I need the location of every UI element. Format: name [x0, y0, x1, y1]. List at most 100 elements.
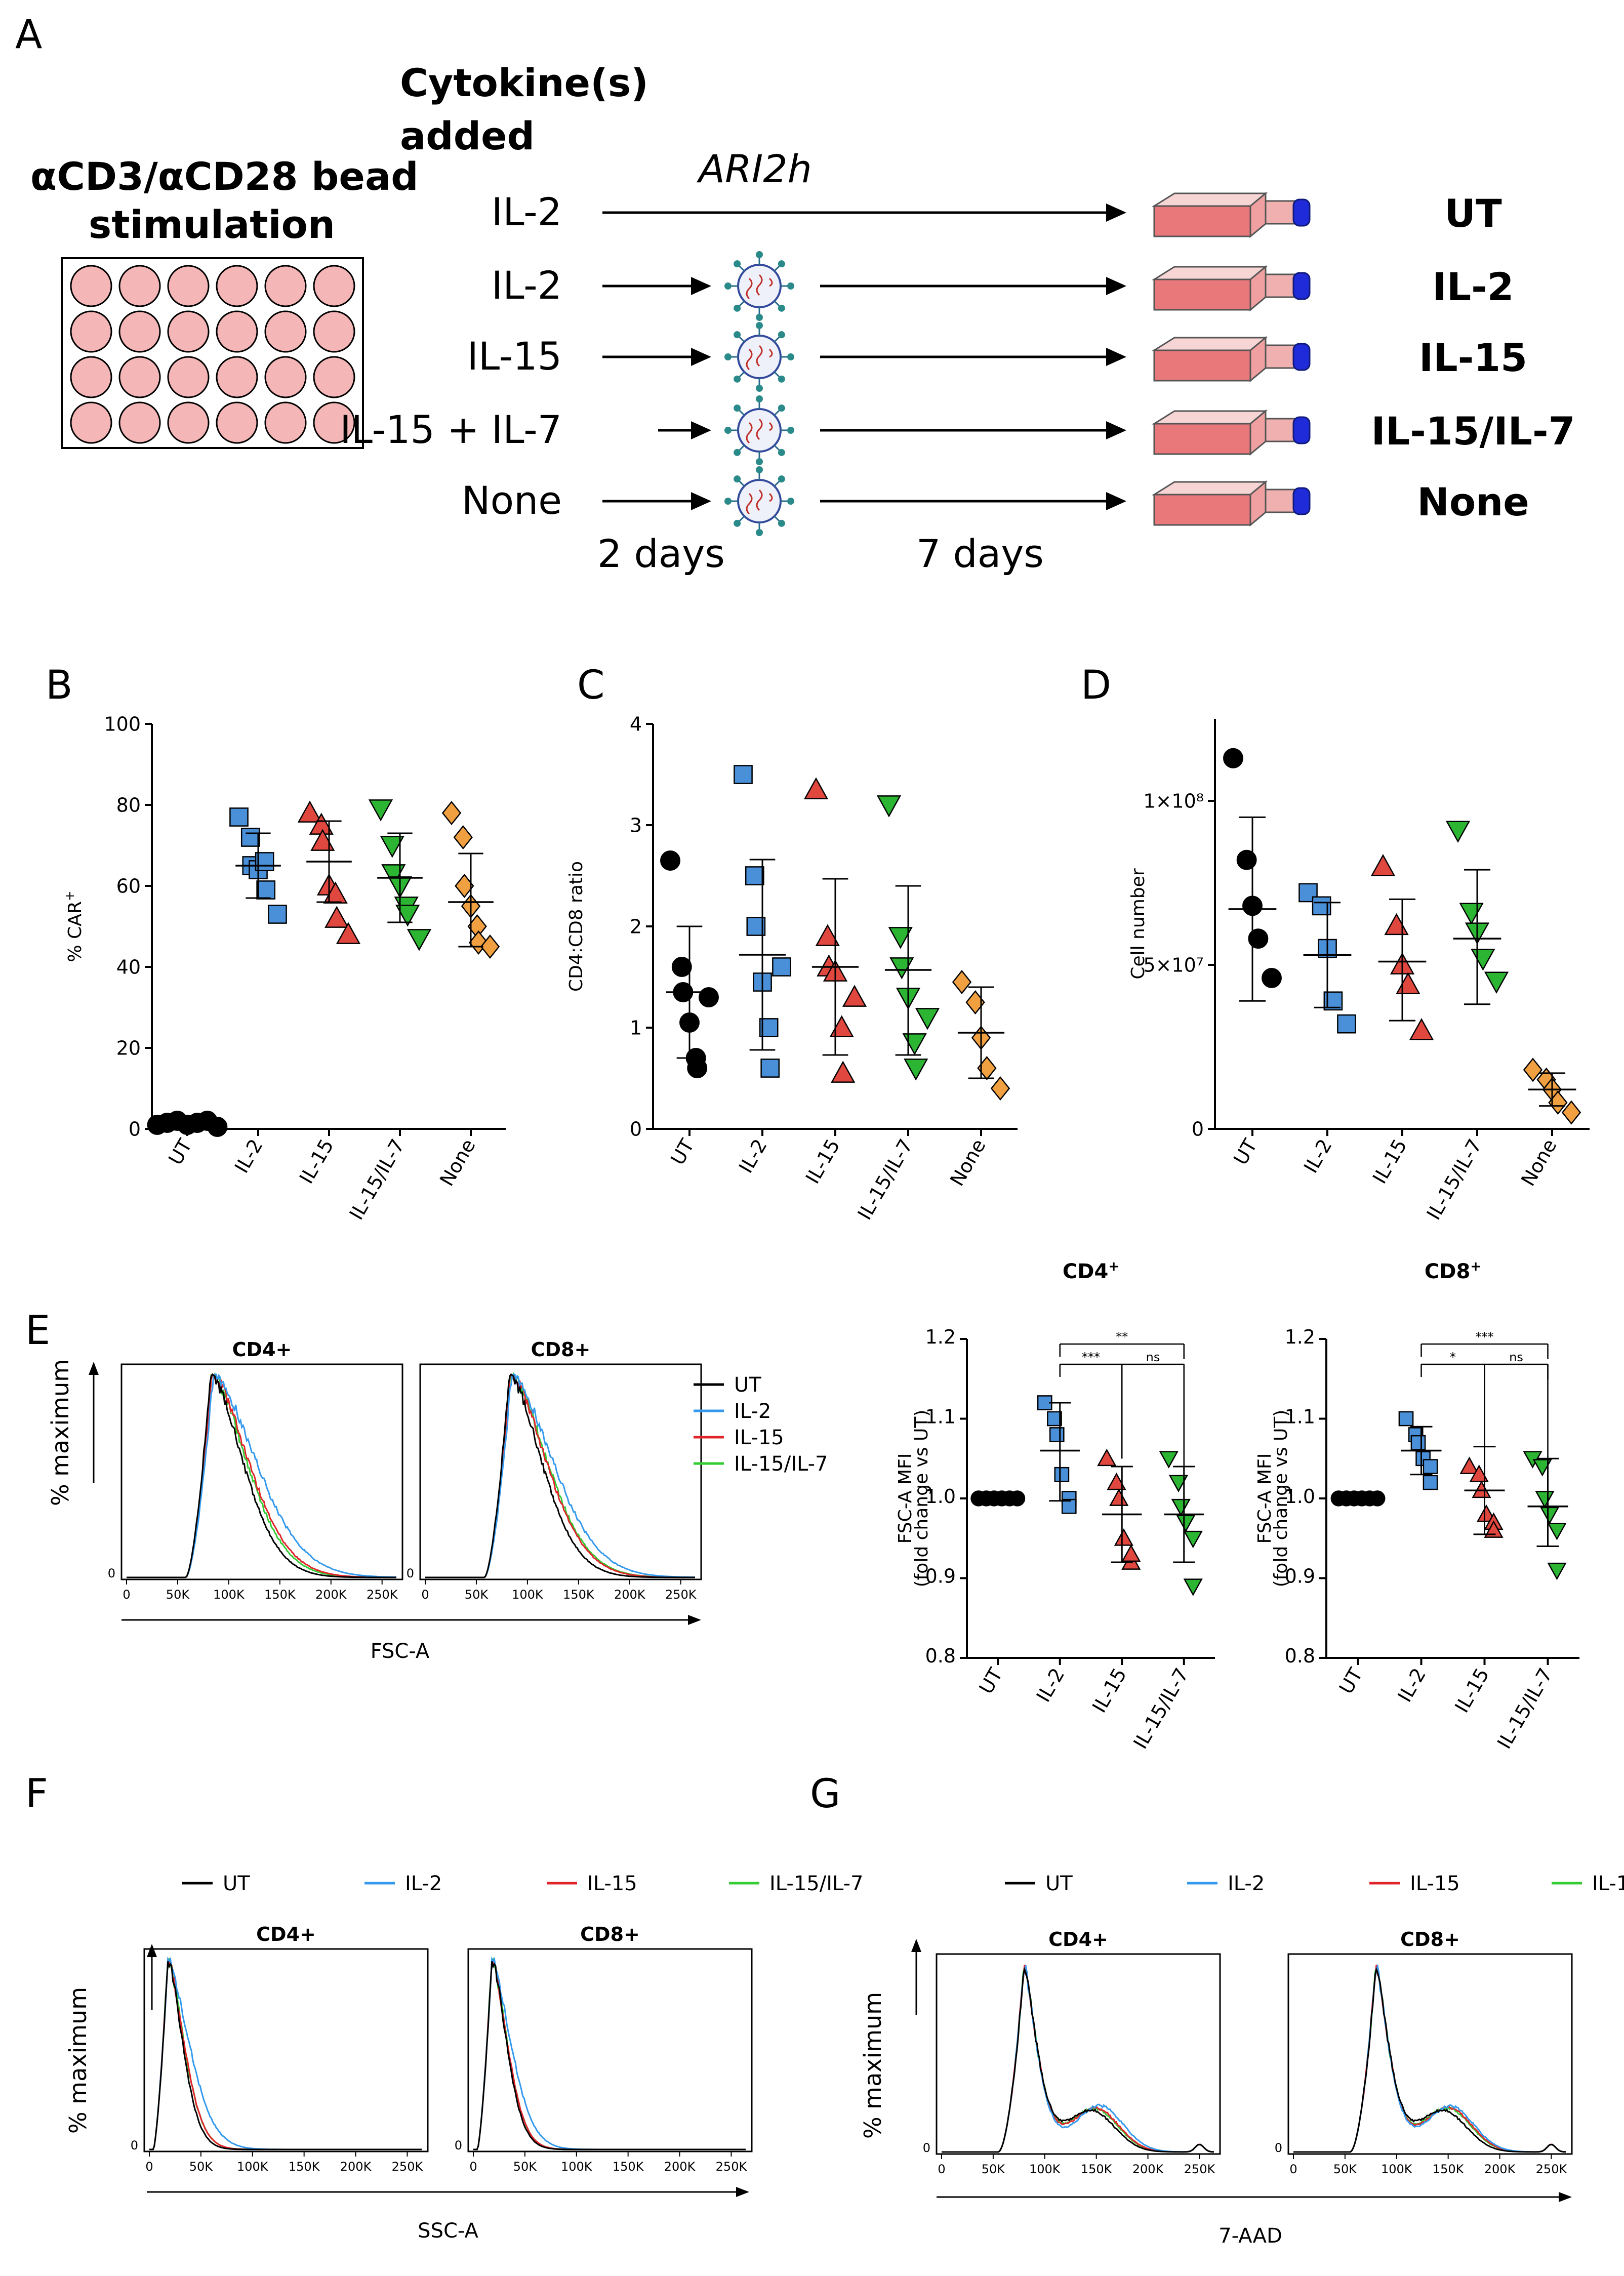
histogram-x-title: SSC-A	[418, 2219, 478, 2243]
y-axis-arrowhead	[89, 1362, 99, 1375]
data-point-il-15-il-7	[1445, 821, 1471, 843]
virus-spike-tip	[778, 375, 785, 383]
chart-title: CD8+	[1425, 1259, 1481, 1283]
panel-label-e: E	[25, 1308, 50, 1354]
well	[167, 310, 210, 353]
data-point-il-15	[1484, 1520, 1504, 1538]
cytokine-label-none: None	[462, 478, 562, 523]
data-point-il-15	[1109, 1488, 1129, 1506]
histogram-x-tick-label: 100K	[1029, 2162, 1061, 2176]
data-point-none	[1523, 1058, 1543, 1082]
data-point-il-2	[256, 880, 276, 900]
well	[264, 401, 307, 444]
result-label-ut: UT	[1444, 191, 1502, 236]
y-axis-arrowhead	[911, 1939, 921, 1952]
y-tick-label: 1×10⁸	[1143, 790, 1204, 812]
virus-genome	[746, 345, 773, 371]
flask-body	[1153, 349, 1251, 382]
well	[167, 265, 210, 307]
histogram-x-tick-label: 200K	[340, 2160, 372, 2174]
histogram-series-il-15-il-7	[425, 1372, 695, 1578]
histogram-y-zero: 0	[455, 2138, 462, 2152]
histogram-x-tick-label: 150K	[1081, 2162, 1113, 2176]
y-tick-label: 0	[129, 1118, 141, 1140]
histogram-title: CD4+	[232, 1338, 292, 1361]
virus-spike-tip	[734, 260, 741, 268]
y-tick-label: 20	[116, 1037, 141, 1059]
x-tick-label-il-15-il-7: IL-15/IL-7	[1423, 1135, 1486, 1224]
data-point-ut	[1236, 849, 1257, 870]
x-tick-label-il-15: IL-15	[295, 1135, 338, 1188]
histogram-series-il-15-il-7	[149, 1957, 422, 2150]
histogram-x-tick-label: 50K	[982, 2162, 1006, 2176]
virus-spike-tip	[756, 251, 763, 258]
virus-spike-tip	[724, 498, 732, 505]
data-point-ut	[207, 1117, 228, 1137]
data-point-il-15	[1107, 1472, 1126, 1490]
data-point-il-2	[745, 866, 764, 885]
data-point-il-15	[803, 777, 829, 799]
data-point-il-15	[1459, 1456, 1479, 1474]
significance-bracket: ***	[1059, 1350, 1123, 1459]
virus-spike-tip	[756, 385, 763, 392]
significance-bracket: ***	[1420, 1330, 1549, 1359]
virus-icon	[724, 395, 794, 465]
flask-neck	[1265, 489, 1297, 513]
data-point-il-15-il-7	[1539, 1507, 1560, 1525]
well	[70, 401, 112, 444]
flask-top	[1151, 266, 1268, 280]
panel-label-d: D	[1081, 663, 1111, 708]
data-point-il-15	[1370, 854, 1396, 876]
data-point-il-15	[310, 829, 335, 851]
x-tick-label-il-15-il-7: IL-15/IL-7	[854, 1135, 917, 1224]
data-point-ut	[1248, 928, 1269, 949]
data-point-il-15-il-7	[1459, 903, 1484, 925]
chart-title-sup: +	[1470, 1259, 1481, 1274]
significance-label: ***	[1082, 1350, 1100, 1364]
y-axis-title: CD4:CD8 ratio	[566, 861, 587, 992]
virus-spike-tip	[778, 331, 785, 339]
time-label-2-days: 2 days	[597, 531, 725, 576]
cytokine-label-il-15: IL-15	[467, 334, 562, 379]
well	[118, 310, 161, 353]
histogram-series-il-15-il-7	[942, 1964, 1214, 2153]
histogram-x-tick-label: 50K	[166, 1588, 190, 1602]
data-point-il-2	[1410, 1435, 1426, 1450]
histogram-series-il-15	[473, 1959, 746, 2150]
data-point-il-15	[336, 922, 361, 944]
x-tick-label-ut: UT	[1229, 1135, 1262, 1169]
data-point-ut	[1262, 967, 1282, 988]
histogram-x-tick-label: 150K	[563, 1588, 595, 1602]
flask-neck	[1265, 200, 1297, 225]
virus-genome	[746, 418, 773, 444]
data-point-ut	[687, 1058, 708, 1078]
virus-spike-tip	[756, 466, 763, 473]
data-point-il-15-il-7	[1168, 1475, 1189, 1493]
well	[313, 356, 355, 398]
data-point-il-15	[1396, 972, 1420, 994]
flask-cap	[1292, 272, 1311, 300]
histogram-x-tick-label: 100K	[237, 2160, 269, 2174]
data-point-none	[990, 1076, 1010, 1101]
significance-label: **	[1116, 1330, 1128, 1344]
y-tick-label: 1.1	[925, 1406, 956, 1428]
virus-spike-tip	[787, 427, 794, 434]
flask-cap	[1292, 343, 1311, 371]
data-point-il-15-il-7	[407, 929, 432, 951]
x-tick-label-il-2: IL-2	[1032, 1664, 1069, 1706]
data-point-il-2	[760, 1059, 780, 1078]
histogram-x-tick-label: 50K	[465, 1588, 489, 1602]
y-axis-arrowhead	[147, 1944, 157, 1957]
histogram-x-tick-label: 150K	[264, 1588, 296, 1602]
histogram-x-title: 7-AAD	[1219, 2224, 1282, 2248]
data-point-il-15	[829, 1015, 854, 1037]
x-tick-label-il-15: IL-15	[1450, 1664, 1493, 1717]
data-point-ut	[699, 987, 719, 1007]
y-tick-label: 1	[630, 1017, 642, 1039]
flask-body	[1153, 494, 1251, 526]
virus-icon	[724, 466, 794, 536]
x-tick-label-il-15: IL-15	[1368, 1135, 1411, 1188]
y-tick-label: 60	[116, 875, 141, 897]
data-point-il-15	[1097, 1448, 1117, 1467]
virus-spike-tip	[787, 353, 794, 360]
